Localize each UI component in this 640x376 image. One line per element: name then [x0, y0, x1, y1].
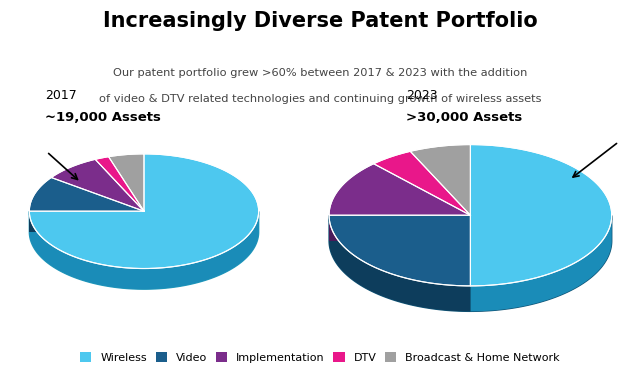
Polygon shape — [329, 215, 612, 311]
Text: Increasingly Diverse Patent Portfolio: Increasingly Diverse Patent Portfolio — [102, 11, 538, 31]
Polygon shape — [51, 159, 144, 211]
Polygon shape — [329, 164, 470, 215]
Polygon shape — [29, 211, 259, 289]
Legend: Wireless, Video, Implementation, DTV, Broadcast & Home Network: Wireless, Video, Implementation, DTV, Br… — [76, 347, 564, 367]
Polygon shape — [329, 215, 470, 241]
Polygon shape — [29, 211, 144, 232]
Polygon shape — [109, 154, 144, 211]
Polygon shape — [329, 215, 470, 286]
Polygon shape — [329, 215, 470, 241]
Polygon shape — [29, 177, 144, 211]
Text: of video & DTV related technologies and continuing growth of wireless assets: of video & DTV related technologies and … — [99, 94, 541, 104]
Text: Our patent portfolio grew >60% between 2017 & 2023 with the addition: Our patent portfolio grew >60% between 2… — [113, 68, 527, 78]
Polygon shape — [329, 215, 470, 311]
Polygon shape — [410, 145, 470, 215]
Text: >30,000 Assets: >30,000 Assets — [406, 111, 523, 124]
Polygon shape — [374, 151, 470, 215]
Polygon shape — [29, 154, 259, 268]
Text: 2023: 2023 — [406, 88, 438, 102]
Polygon shape — [470, 145, 612, 286]
Text: ~19,000 Assets: ~19,000 Assets — [45, 111, 161, 124]
Polygon shape — [95, 157, 144, 211]
Text: 2017: 2017 — [45, 88, 77, 102]
Polygon shape — [470, 213, 612, 311]
Polygon shape — [29, 211, 144, 232]
Polygon shape — [29, 211, 259, 289]
